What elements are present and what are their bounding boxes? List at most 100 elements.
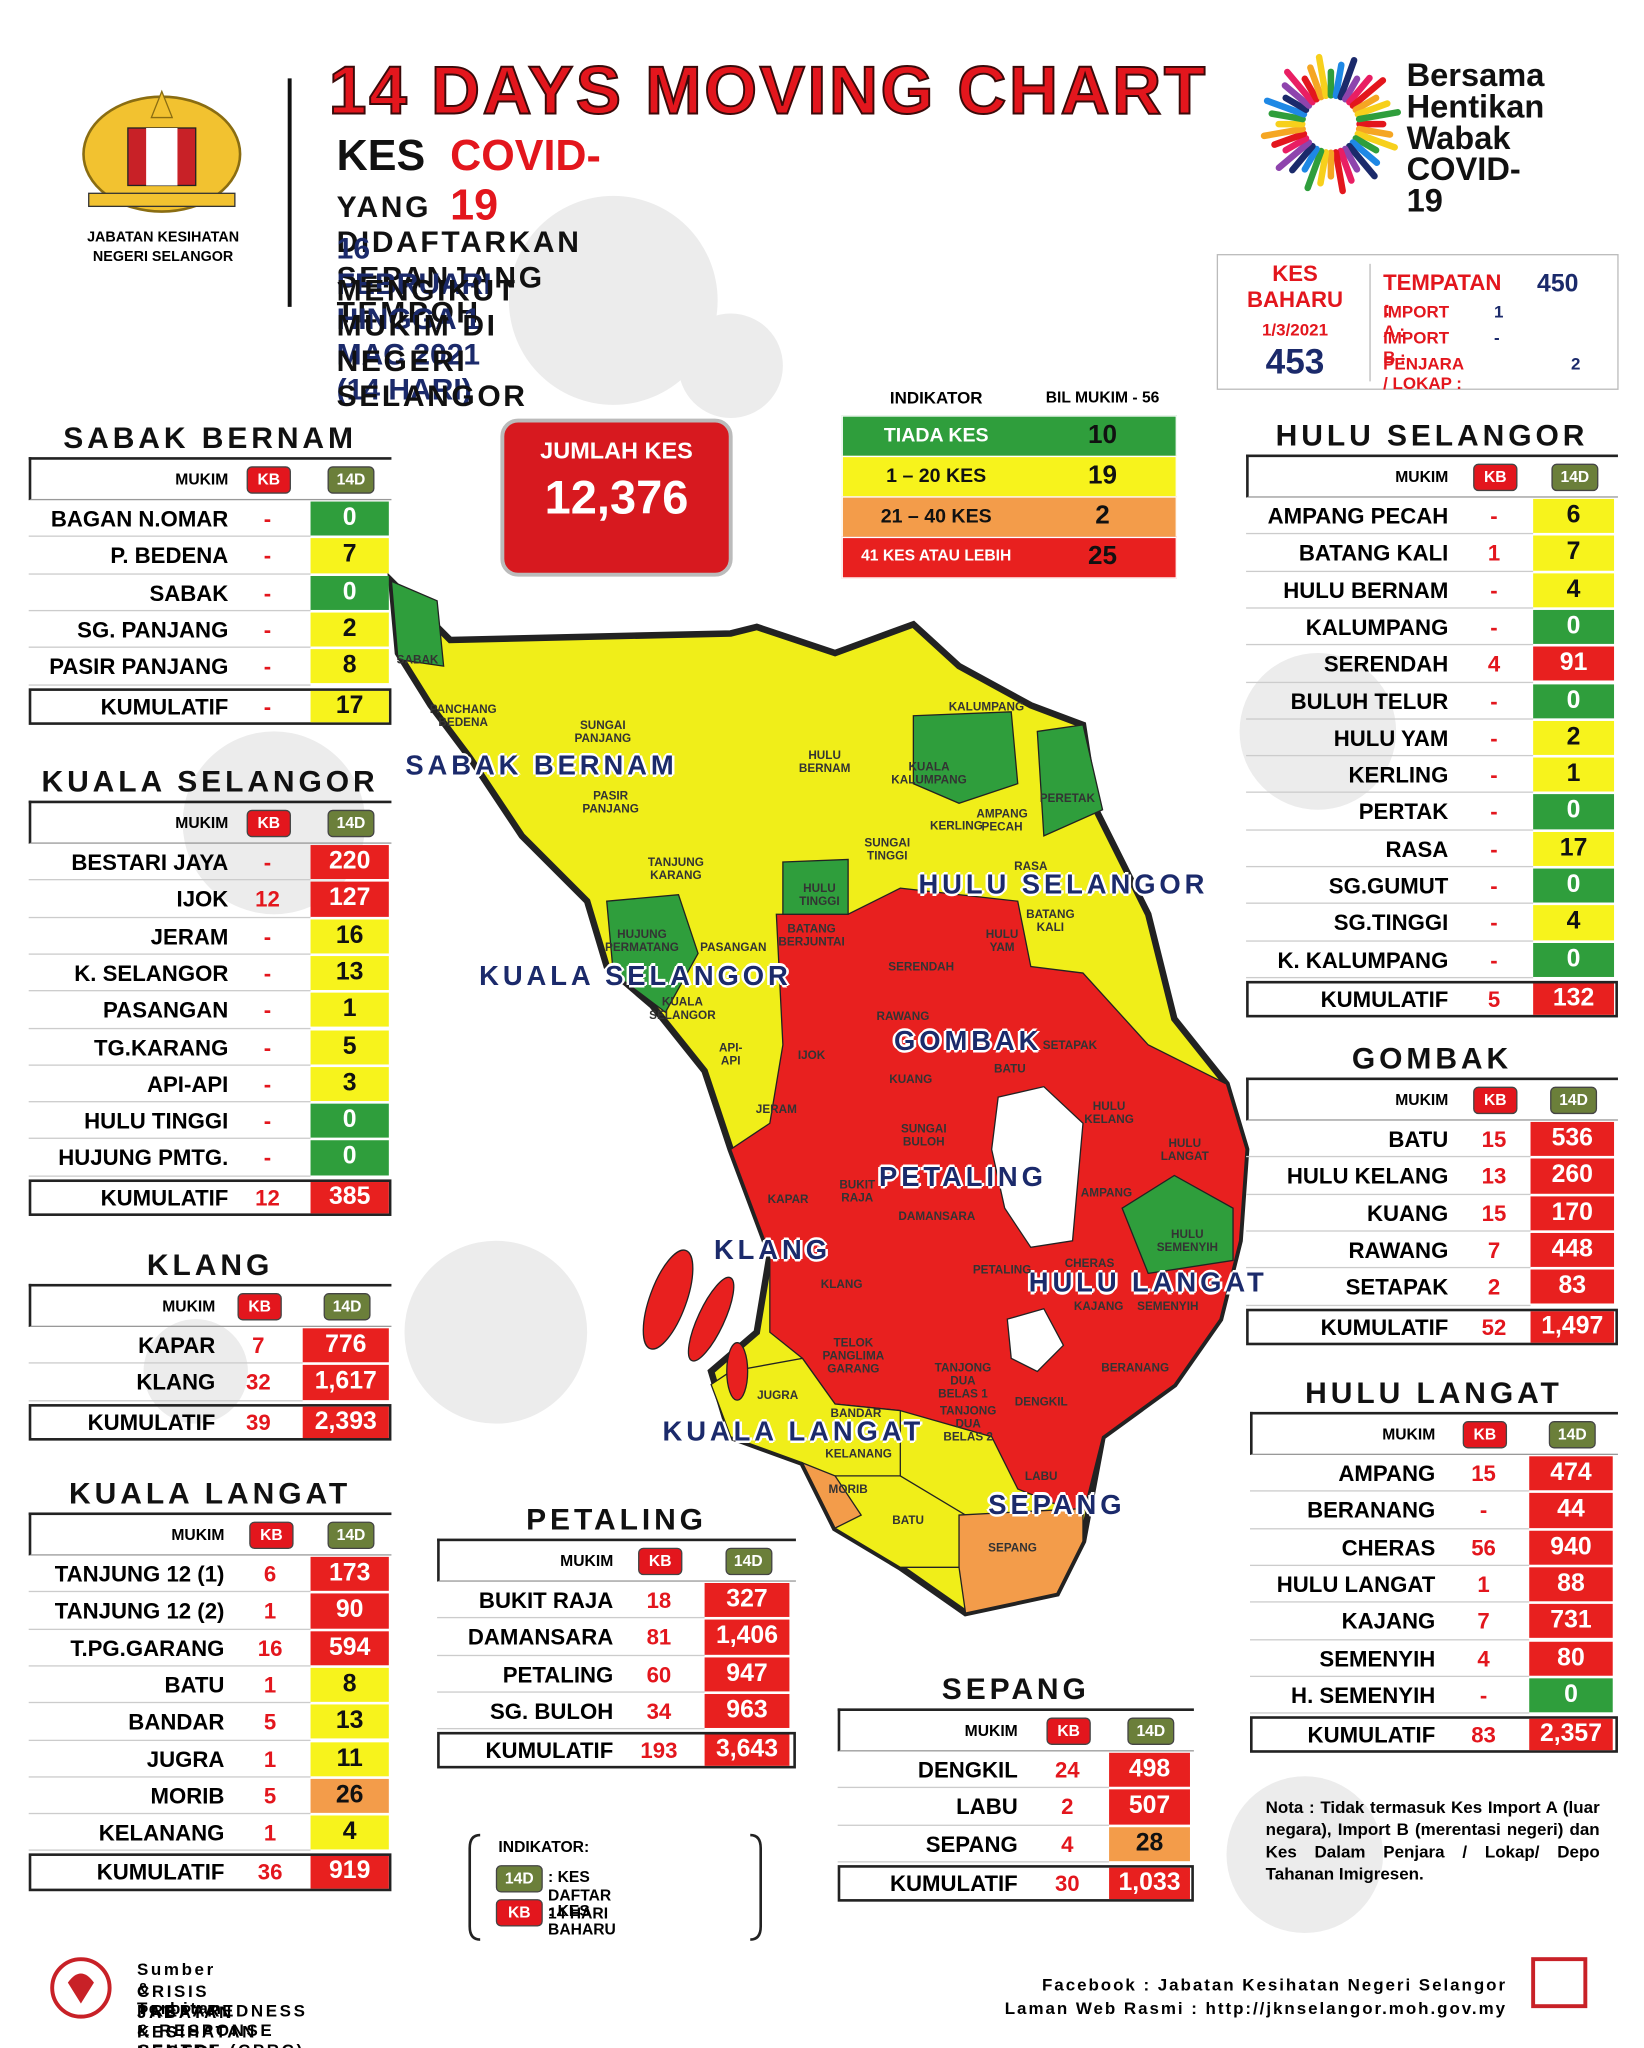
kb-value: 5: [263, 1783, 277, 1809]
map-mukim-label: HULU YAM: [985, 927, 1019, 954]
campaign-text: Hentikan: [1406, 88, 1545, 126]
total-label: KUMULATIF: [1320, 1314, 1449, 1340]
mukim-name: SG. BULOH: [490, 1699, 614, 1724]
table-header-box: [28, 457, 392, 501]
map-mukim-label: KUANG: [889, 1072, 933, 1086]
jumlah-value: 12,376: [544, 470, 689, 524]
source-label: Sumber & Terbitan :: [137, 1959, 224, 2038]
d14-value: 731: [1529, 1604, 1613, 1639]
campaign-text: COVID-19: [1406, 151, 1521, 220]
kb-value: 60: [646, 1662, 672, 1687]
d14-value: 1: [310, 992, 389, 1028]
indicator-label: 41 KES ATAU LEBIH: [861, 545, 1012, 565]
total-d14: 1,033: [1109, 1867, 1190, 1900]
map-mukim-label: PERETAK: [1039, 791, 1095, 805]
map-district-label: KUALA SELANGOR: [479, 961, 792, 992]
total-d14: 17: [310, 690, 389, 723]
kb-badge: KB: [249, 1521, 294, 1550]
kb-value: 32: [245, 1370, 271, 1396]
mukim-name: T.PG.GARANG: [70, 1636, 225, 1661]
d14-value: 44: [1529, 1493, 1613, 1528]
mukim-name: TANJUNG 12 (2): [54, 1599, 225, 1624]
d14-value: 6: [1533, 498, 1615, 534]
row-separator: [1249, 1601, 1530, 1603]
kb-value: -: [263, 1109, 272, 1134]
map-district-label: KUALA LANGAT: [662, 1417, 925, 1448]
total-label: KUMULATIF: [1320, 987, 1449, 1013]
total-box: [437, 1732, 796, 1770]
kb-value: 1: [1477, 1572, 1490, 1598]
sunburst-ray: [1307, 64, 1325, 101]
sunburst-ray: [1332, 61, 1345, 100]
kb-value: -: [263, 1145, 272, 1171]
d14-value: 17: [1533, 831, 1615, 866]
total-d14: 919: [310, 1856, 389, 1889]
mukim-name: JUGRA: [146, 1746, 225, 1772]
d14-badge: 14D: [1127, 1717, 1175, 1745]
total-kb: 39: [245, 1410, 271, 1435]
mukim-name: HULU KELANG: [1286, 1164, 1449, 1189]
mukim-name: RAWANG: [1348, 1238, 1449, 1263]
d14-value: 16: [310, 918, 389, 954]
mukim-name: RASA: [1385, 836, 1449, 862]
d14-badge: 14D: [327, 809, 375, 838]
kb-value: -: [263, 998, 272, 1023]
mukim-name: PASIR PANJANG: [49, 654, 229, 680]
heart-icon: [67, 1973, 94, 2004]
sunburst-ray: [1315, 53, 1330, 100]
map-mukim-label: KAPAR: [767, 1192, 809, 1206]
total-box: [28, 1403, 392, 1441]
total-box: [28, 1853, 392, 1891]
legend-bracket: [468, 1833, 763, 1941]
campaign-text: Wabak: [1406, 120, 1511, 157]
row-separator: [437, 1691, 705, 1693]
covid-label: COVID-19: [450, 130, 601, 229]
mukim-name: SG. PANJANG: [77, 617, 229, 643]
row-separator: [28, 1399, 303, 1401]
mukim-name: AMPANG: [1338, 1461, 1436, 1487]
indicator-header: INDIKATOR: [889, 387, 983, 408]
mukim-name: BATU: [164, 1672, 225, 1698]
row-separator: [1246, 792, 1534, 794]
map-district-label: SEPANG: [988, 1490, 1126, 1521]
breakdown-value: 2: [1570, 353, 1581, 374]
sunburst-ray: [1301, 75, 1320, 103]
kb-badge: KB: [246, 809, 291, 838]
sunburst-ray: [1317, 149, 1330, 187]
sunburst-ray: [1263, 97, 1308, 118]
header-line: YANG DIDAFTARKAN SEPANJANG TEMPOH: [336, 189, 582, 330]
d14-value: 940: [1529, 1530, 1613, 1565]
d14-value: 0: [310, 1140, 389, 1176]
source-line: CRISIS PREPAREDNESS & RESPONSE CENTRE (C…: [137, 1981, 308, 2048]
row-separator: [28, 1628, 311, 1630]
mukim-name: KLANG: [136, 1370, 216, 1396]
map-mukim-label: RASA: [1014, 859, 1048, 873]
d14-value: 80: [1529, 1641, 1613, 1676]
map-mukim-label: DENGKIL: [1014, 1394, 1068, 1408]
total-label: KUMULATIF: [890, 1871, 1018, 1897]
row-separator: [1246, 718, 1534, 720]
d14-value: 8: [310, 649, 389, 684]
sunburst-ray: [1284, 68, 1316, 106]
sunburst-ray: [1354, 100, 1391, 118]
map-mukim-label: TANJUNG KARANG: [647, 855, 704, 882]
kb-value: -: [1490, 910, 1498, 936]
indicator-label: 1 – 20 KES: [886, 464, 987, 488]
d14-value: 2: [310, 612, 389, 647]
sunburst-ray: [1341, 145, 1361, 173]
map-mukim-label: IJOK: [797, 1048, 826, 1062]
d14-badge: 14D: [323, 1293, 371, 1321]
row-separator: [1246, 755, 1534, 757]
sunburst-ray: [1346, 74, 1373, 106]
row-separator: [1249, 1675, 1530, 1677]
kb-value: -: [1490, 504, 1498, 529]
row-separator: [28, 683, 311, 686]
kb-value: 4: [1487, 651, 1501, 677]
map-mukim-label: KELANANG: [825, 1447, 892, 1461]
total-kb: 36: [257, 1860, 283, 1886]
mukim-name: HULU LANGAT: [1276, 1572, 1436, 1598]
total-box: [1246, 980, 1618, 1018]
total-label: KUMULATIF: [96, 1860, 225, 1886]
mukim-name: BATANG KALI: [1298, 541, 1449, 566]
d14-value: 1: [1533, 757, 1615, 793]
